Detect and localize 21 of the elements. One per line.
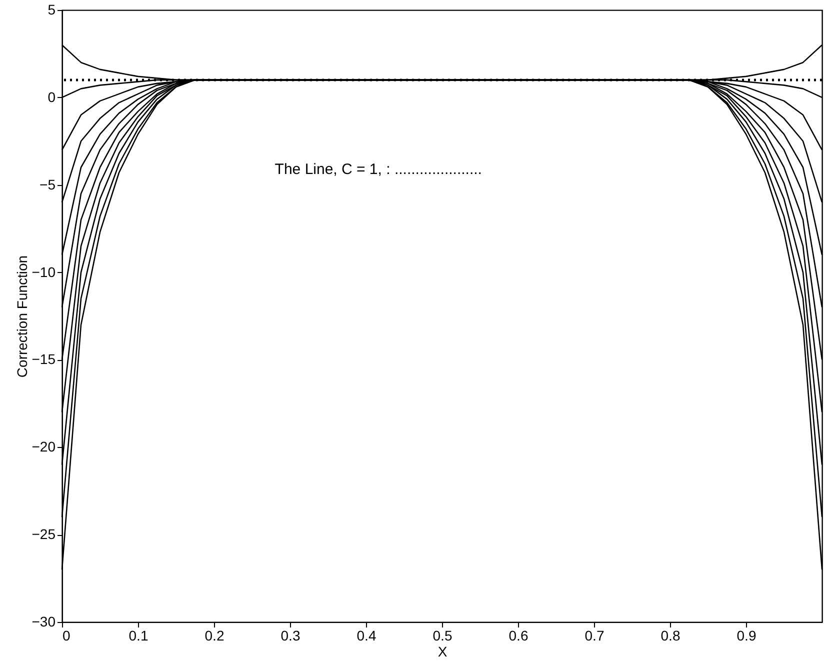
x-tick-label: 0.5 (432, 628, 452, 644)
x-axis-title: X (438, 644, 448, 660)
y-tick-label: 0 (48, 88, 56, 105)
x-tick-label: 0.4 (356, 628, 376, 644)
x-tick-label: 0.7 (584, 628, 604, 644)
x-tick-label: 0.1 (128, 628, 148, 644)
y-tick-label: −5 (40, 176, 56, 192)
y-tick-label: 5 (48, 2, 56, 18)
y-tick-label: −20 (32, 438, 56, 455)
x-tick-label: 0.8 (660, 628, 680, 644)
x-tick-label: 0.6 (508, 628, 528, 644)
x-tick-label: 0 (62, 628, 70, 644)
y-tick-label: −30 (32, 614, 56, 630)
y-tick-label: −10 (32, 264, 56, 280)
y-tick-label: −25 (32, 526, 56, 542)
x-tick-label: 0.2 (204, 628, 224, 644)
y-axis-title: Correction Function (14, 255, 30, 378)
y-tick-label: −15 (32, 351, 56, 368)
x-tick-label: 0.3 (280, 628, 300, 644)
annotation: The Line, C = 1, : ..................... (274, 161, 482, 178)
x-tick-label: 0.9 (736, 628, 756, 644)
